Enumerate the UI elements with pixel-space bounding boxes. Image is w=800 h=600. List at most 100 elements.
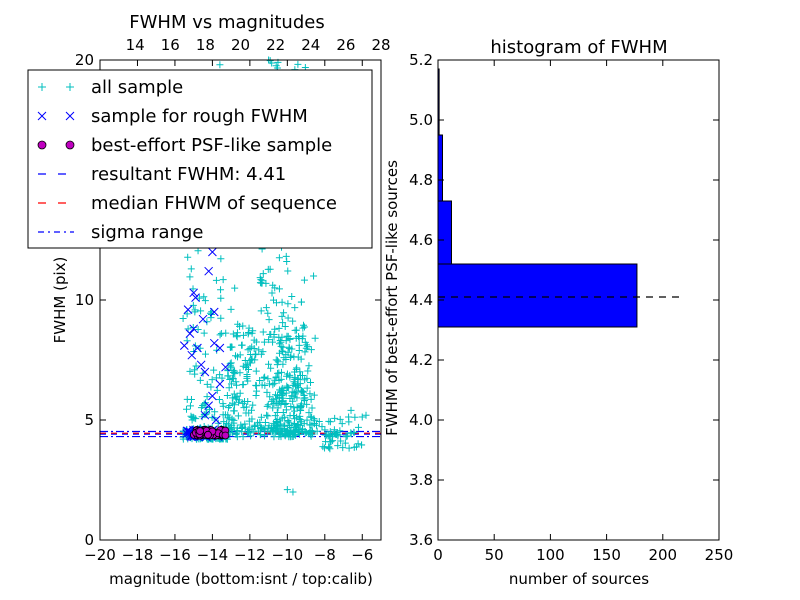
scatter-point-plus bbox=[271, 376, 279, 384]
scatter-point-plus bbox=[244, 366, 252, 374]
scatter-point-plus bbox=[243, 428, 251, 436]
scatter-point-plus bbox=[260, 338, 268, 346]
scatter-point-plus bbox=[251, 356, 259, 364]
histogram-y-tick-label: 4.2 bbox=[409, 351, 433, 369]
scatter-point-plus bbox=[276, 337, 284, 345]
scatter-point-plus bbox=[265, 336, 273, 344]
scatter-point-plus bbox=[186, 367, 194, 375]
scatter-point-plus bbox=[225, 415, 233, 423]
scatter-point-plus bbox=[245, 417, 253, 425]
scatter-point-x bbox=[196, 360, 206, 370]
scatter-point-plus bbox=[277, 342, 285, 350]
scatter-point-plus bbox=[259, 270, 267, 278]
scatter-point-plus bbox=[227, 380, 235, 388]
scatter-point-plus bbox=[275, 369, 283, 377]
scatter-point-plus bbox=[215, 395, 223, 403]
scatter-point-plus bbox=[301, 376, 309, 384]
scatter-point-plus bbox=[263, 402, 271, 410]
scatter-point-plus bbox=[293, 364, 301, 372]
scatter-point-plus bbox=[258, 277, 266, 285]
scatter-point-x bbox=[215, 343, 225, 353]
scatter-point-plus bbox=[233, 433, 241, 441]
top-x-tick-label: 28 bbox=[371, 36, 390, 54]
legend-marker bbox=[37, 111, 47, 121]
scatter-point-plus bbox=[261, 373, 269, 381]
scatter-point-plus bbox=[266, 265, 274, 273]
scatter-point-plus bbox=[195, 294, 203, 302]
scatter-point-plus bbox=[210, 366, 218, 374]
scatter-point-x bbox=[200, 410, 210, 420]
scatter-point-plus bbox=[216, 61, 224, 69]
histogram-x-axis-label: number of sources bbox=[509, 570, 649, 588]
scatter-point-plus bbox=[345, 413, 353, 421]
scatter-point-plus bbox=[257, 413, 265, 421]
y-tick-top-label: 20 bbox=[75, 51, 94, 69]
scatter-point-plus bbox=[266, 330, 274, 338]
scatter-point-x bbox=[208, 247, 217, 257]
scatter-point-plus bbox=[258, 381, 266, 389]
scatter-point-plus bbox=[305, 409, 313, 417]
scatter-point-plus bbox=[184, 253, 192, 261]
scatter-point-plus bbox=[277, 433, 285, 441]
scatter-point-plus bbox=[284, 314, 292, 322]
scatter-point-plus bbox=[236, 351, 244, 359]
histogram-title: histogram of FWHM bbox=[490, 37, 667, 58]
scatter-point-plus bbox=[292, 382, 300, 390]
scatter-point-plus bbox=[308, 413, 316, 421]
scatter-point-x bbox=[193, 343, 202, 353]
scatter-point-plus bbox=[288, 392, 296, 400]
scatter-point-x bbox=[183, 305, 193, 314]
x-tick-label: −10 bbox=[272, 546, 304, 564]
scatter-y-axis-label: FWHM (pix) bbox=[51, 257, 69, 344]
scatter-point-plus bbox=[289, 317, 297, 325]
scatter-point-plus bbox=[227, 359, 235, 367]
scatter-point-plus bbox=[274, 424, 282, 432]
scatter-point-plus bbox=[290, 421, 298, 429]
scatter-point-plus bbox=[311, 334, 319, 342]
scatter-point-plus bbox=[281, 322, 289, 330]
scatter-point-plus bbox=[203, 393, 211, 401]
scatter-point-plus bbox=[207, 383, 215, 391]
scatter-point-plus bbox=[279, 348, 287, 356]
scatter-point-plus bbox=[216, 331, 224, 339]
scatter-point-plus bbox=[275, 254, 283, 262]
scatter-point-plus bbox=[216, 371, 224, 379]
scatter-point-x bbox=[215, 379, 225, 389]
top-x-tick-label: 26 bbox=[336, 36, 355, 54]
scatter-point-plus bbox=[192, 362, 200, 370]
scatter-point-plus bbox=[362, 411, 370, 419]
scatter-point-plus bbox=[347, 429, 355, 437]
scatter-point-plus bbox=[231, 367, 239, 375]
scatter-point-plus bbox=[200, 293, 208, 301]
scatter-point-plus bbox=[281, 432, 289, 440]
legend-box bbox=[27, 69, 373, 249]
legend-label: median FHWM of sequence bbox=[91, 193, 337, 214]
scatter-point-plus bbox=[282, 337, 290, 345]
scatter-point-plus bbox=[245, 429, 253, 437]
scatter-point-plus bbox=[293, 394, 301, 402]
scatter-point-plus bbox=[292, 365, 300, 373]
scatter-point-plus bbox=[233, 332, 241, 340]
scatter-point-plus bbox=[283, 486, 291, 494]
scatter-point-plus bbox=[264, 401, 272, 409]
scatter-point-plus bbox=[270, 433, 278, 441]
legend-marker bbox=[65, 140, 75, 150]
scatter-point-plus bbox=[351, 413, 359, 421]
scatter-point-x bbox=[191, 293, 200, 302]
scatter-point-x bbox=[200, 367, 210, 377]
scatter-point-plus bbox=[286, 353, 294, 361]
scatter-point-plus bbox=[243, 374, 251, 382]
histogram-x-axis-ticks: 0 50 100 150 200 250 bbox=[433, 60, 733, 564]
x-tick-label: −14 bbox=[197, 546, 229, 564]
top-axis-ticks: 14 16 18 20 22 24 26 28 bbox=[126, 36, 391, 54]
scatter-point-plus bbox=[182, 405, 190, 413]
histogram-y-tick-label: 3.6 bbox=[409, 531, 433, 549]
scatter-point-plus bbox=[272, 391, 280, 399]
legend-marker bbox=[38, 83, 46, 91]
scatter-point-plus bbox=[303, 416, 311, 424]
histogram-y-tick-label: 4.0 bbox=[409, 411, 433, 429]
scatter-point-plus bbox=[232, 352, 240, 360]
scatter-point-plus bbox=[237, 421, 245, 429]
histogram-bar bbox=[437, 200, 452, 265]
scatter-point-plus bbox=[259, 348, 267, 356]
